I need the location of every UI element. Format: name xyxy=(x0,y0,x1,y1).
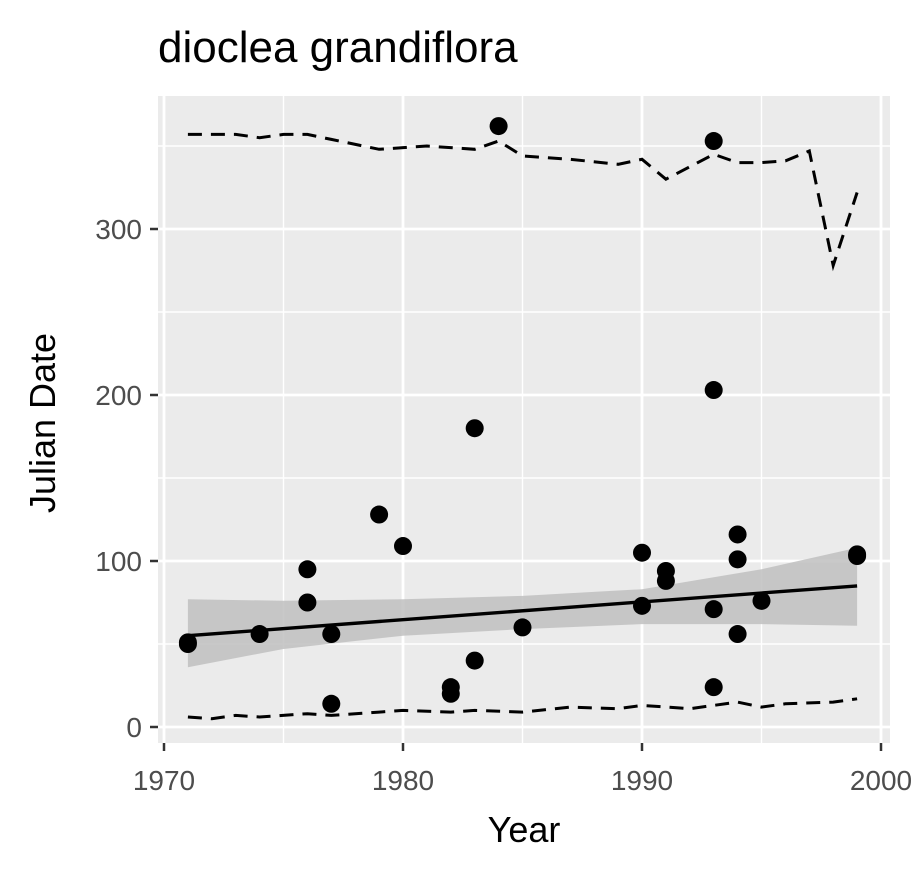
confidence-band xyxy=(187,547,858,668)
x-axis: 1970 1980 1990 2000 xyxy=(133,743,912,796)
data-point xyxy=(394,537,412,556)
y-tick-label: 100 xyxy=(95,546,142,577)
trend-line xyxy=(187,584,858,638)
x-tick-label: 1980 xyxy=(372,765,434,796)
data-point xyxy=(728,525,747,544)
data-point xyxy=(322,694,341,713)
y-tick-label: 0 xyxy=(126,712,142,743)
trend-line-layer xyxy=(187,584,858,638)
data-point xyxy=(465,419,484,438)
data-point xyxy=(489,117,508,136)
data-point xyxy=(298,593,317,612)
data-point xyxy=(704,381,723,400)
data-point xyxy=(465,651,484,670)
grid-major xyxy=(158,96,890,743)
data-point xyxy=(178,635,197,653)
x-axis-title: Year xyxy=(488,809,561,850)
x-tick-label: 1990 xyxy=(611,765,673,796)
data-point xyxy=(752,591,771,610)
data-point xyxy=(704,678,723,697)
x-tick-label: 1970 xyxy=(133,765,195,796)
data-point xyxy=(704,132,723,151)
x-tick-label: 2000 xyxy=(850,765,912,796)
data-point xyxy=(848,547,867,566)
data-point xyxy=(656,571,675,590)
y-axis-title: Julian Date xyxy=(22,333,63,513)
points-layer xyxy=(178,117,867,713)
confidence-band-layer xyxy=(187,547,858,668)
chart-title: dioclea grandiflora xyxy=(158,23,518,72)
data-point xyxy=(704,600,723,619)
data-point xyxy=(728,550,747,569)
y-axis: 0 100 200 300 xyxy=(95,214,158,743)
data-point xyxy=(728,625,747,644)
data-point xyxy=(322,625,341,644)
data-point xyxy=(250,625,269,644)
upper-quantile-line xyxy=(187,132,859,272)
data-point xyxy=(370,505,389,524)
data-point xyxy=(513,618,532,637)
y-tick-label: 300 xyxy=(95,214,142,245)
lower-quantile-line xyxy=(187,697,858,721)
data-point xyxy=(633,543,651,562)
data-point xyxy=(633,596,651,615)
data-point xyxy=(298,560,317,579)
quantile-lines-layer xyxy=(187,132,859,721)
y-tick-label: 200 xyxy=(95,380,142,411)
data-point xyxy=(441,684,460,703)
